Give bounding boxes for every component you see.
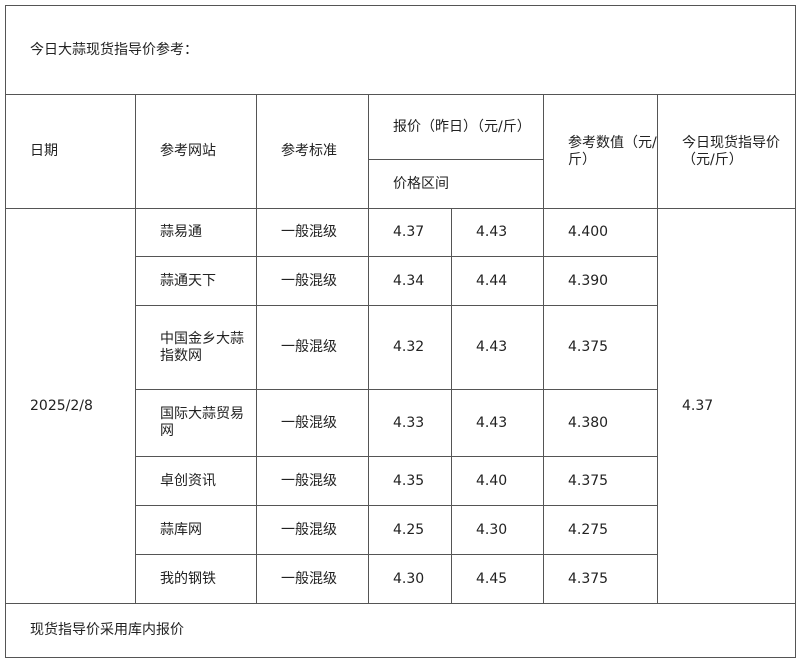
price-high-cell: 4.44 [451, 256, 544, 306]
price-high-cell: 4.45 [451, 554, 544, 604]
header-range: 价格区间 [368, 159, 544, 209]
price-high-cell: 4.43 [451, 389, 544, 457]
price-low-cell: 4.25 [368, 505, 452, 555]
price-high-cell: 4.40 [451, 456, 544, 506]
site-cell: 我的钢铁 [135, 554, 257, 604]
standard-cell: 一般混级 [256, 389, 369, 457]
price-high-cell: 4.43 [451, 208, 544, 257]
header-site: 参考网站 [135, 94, 257, 209]
table-row: 2025/2/8 蒜易通 一般混级 4.37 4.43 4.400 4.37 [5, 208, 797, 604]
price-low-cell: 4.30 [368, 554, 452, 604]
header-guide-price: 今日现货指导价（元/斤） [656, 94, 797, 209]
standard-cell: 一般混级 [256, 256, 369, 306]
standard-cell: 一般混级 [256, 305, 369, 390]
header-date: 日期 [5, 94, 136, 209]
table-row: 蒜通天下 一般混级 4.34 4.44 4.390 [6, 256, 796, 306]
header-standard: 参考标准 [256, 94, 369, 209]
site-cell: 蒜库网 [135, 505, 257, 555]
price-low-cell: 4.33 [368, 389, 452, 457]
price-high-cell: 4.43 [451, 305, 544, 390]
standard-cell: 一般混级 [256, 208, 369, 257]
standard-cell: 一般混级 [256, 554, 369, 604]
standard-cell: 一般混级 [256, 456, 369, 506]
header-ref-value: 参考数值（元/斤） [543, 94, 658, 209]
site-cell: 中国金乡大蒜指数网 [135, 305, 257, 390]
ref-value-cell: 4.400 [543, 208, 658, 257]
date-cell: 2025/2/8 [5, 208, 136, 604]
header-price: 报价（昨日）（元/斤） [368, 94, 544, 160]
guide-price-cell: 4.37 [656, 208, 797, 604]
table-row: 国际大蒜贸易网 一般混级 4.33 4.43 4.380 [6, 389, 796, 457]
site-cell: 卓创资讯 [135, 456, 257, 506]
ref-value-cell: 4.375 [543, 554, 658, 604]
table-row: 我的钢铁 一般混级 4.30 4.45 4.375 [6, 554, 796, 604]
price-high-cell: 4.30 [451, 505, 544, 555]
ref-value-cell: 4.380 [543, 389, 658, 457]
ref-value-cell: 4.275 [543, 505, 658, 555]
price-low-cell: 4.32 [368, 305, 452, 390]
table-footer-note: 现货指导价采用库内报价 [4, 603, 797, 658]
price-low-cell: 4.37 [368, 208, 452, 257]
standard-cell: 一般混级 [256, 505, 369, 555]
ref-value-cell: 4.375 [543, 456, 658, 506]
price-low-cell: 4.35 [368, 456, 452, 506]
price-low-cell: 4.34 [368, 256, 452, 306]
price-table: 今日大蒜现货指导价参考： 日期 参考网站 参考标准 报价（昨日）（元/斤） 参考… [4, 5, 797, 658]
table-caption: 今日大蒜现货指导价参考： [4, 5, 797, 95]
ref-value-cell: 4.390 [543, 256, 658, 306]
site-cell: 蒜通天下 [135, 256, 257, 306]
ref-value-cell: 4.375 [543, 305, 658, 390]
site-cell: 蒜易通 [135, 208, 257, 257]
table-row: 卓创资讯 一般混级 4.35 4.40 4.375 [6, 456, 796, 506]
site-cell: 国际大蒜贸易网 [135, 389, 257, 457]
table-row: 中国金乡大蒜指数网 一般混级 4.32 4.43 4.375 [6, 305, 796, 390]
